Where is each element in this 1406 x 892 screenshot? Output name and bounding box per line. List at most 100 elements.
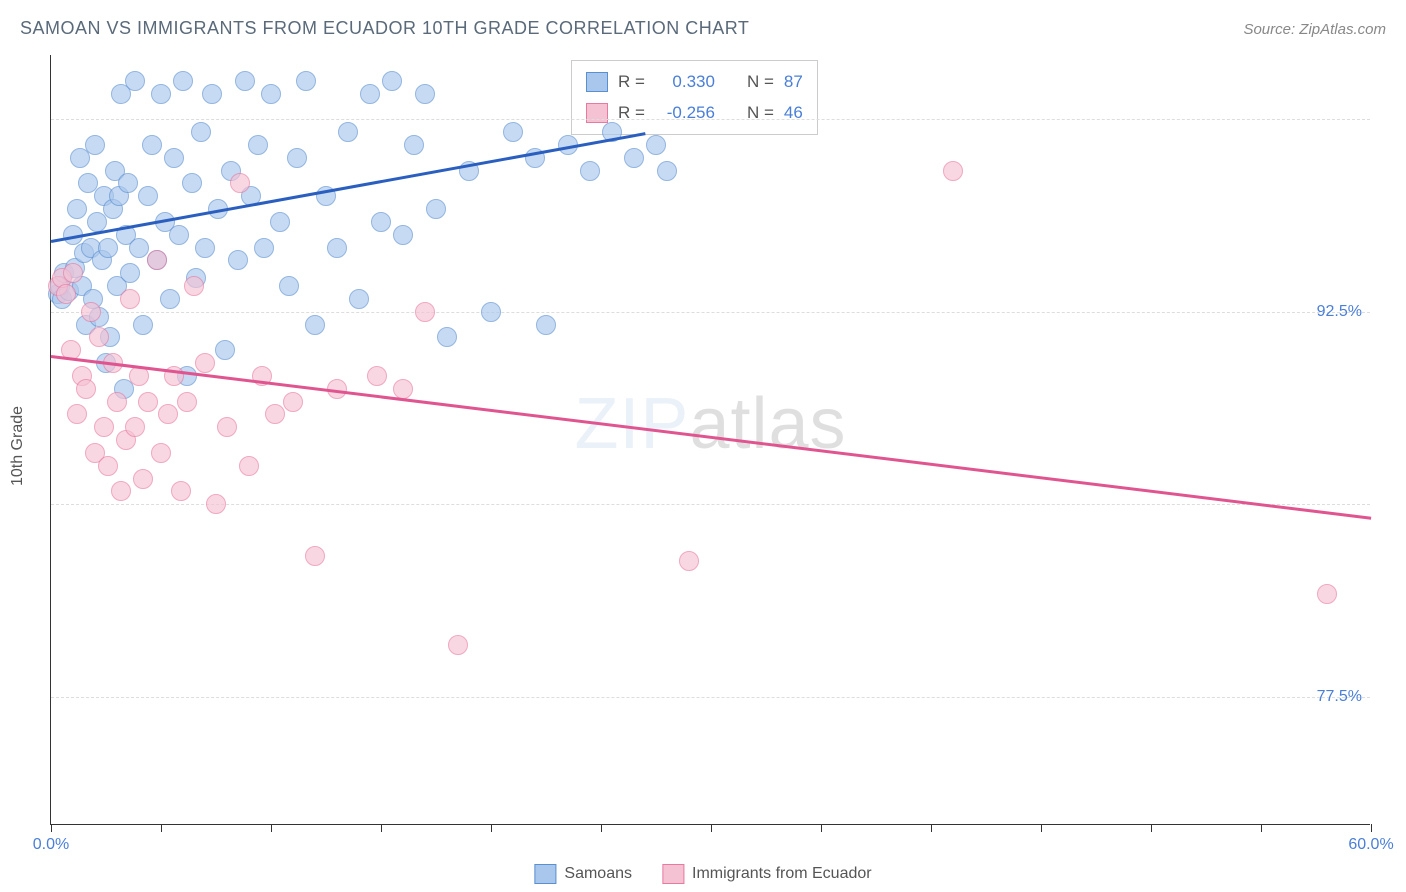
data-point (151, 84, 171, 104)
data-point (118, 173, 138, 193)
data-point (142, 135, 162, 155)
data-point (120, 263, 140, 283)
data-point (426, 199, 446, 219)
data-point (349, 289, 369, 309)
watermark-brand-left: ZIP (574, 384, 689, 464)
legend-n-label: N = (747, 98, 774, 129)
data-point (270, 212, 290, 232)
x-tick (51, 824, 52, 832)
source-attribution: Source: ZipAtlas.com (1243, 21, 1386, 38)
data-point (89, 327, 109, 347)
data-point (404, 135, 424, 155)
data-point (129, 238, 149, 258)
trend-line (51, 355, 1371, 519)
trend-line (51, 132, 645, 242)
legend-row: R =0.330N =87 (586, 67, 803, 98)
data-point (657, 161, 677, 181)
data-point (171, 481, 191, 501)
title-row: SAMOAN VS IMMIGRANTS FROM ECUADOR 10TH G… (20, 18, 1386, 39)
data-point (393, 379, 413, 399)
data-point (367, 366, 387, 386)
gridline-horizontal (51, 312, 1370, 313)
data-point (76, 379, 96, 399)
data-point (138, 392, 158, 412)
data-point (305, 315, 325, 335)
gridline-horizontal (51, 504, 1370, 505)
y-tick-label: 92.5% (1317, 303, 1362, 321)
legend-label: Immigrants from Ecuador (692, 865, 872, 883)
legend-item: Immigrants from Ecuador (662, 864, 872, 884)
data-point (360, 84, 380, 104)
chart-title: SAMOAN VS IMMIGRANTS FROM ECUADOR 10TH G… (20, 18, 749, 39)
data-point (125, 71, 145, 91)
data-point (296, 71, 316, 91)
data-point (63, 263, 83, 283)
chart-container: SAMOAN VS IMMIGRANTS FROM ECUADOR 10TH G… (0, 0, 1406, 892)
data-point (67, 199, 87, 219)
data-point (138, 186, 158, 206)
data-point (228, 250, 248, 270)
data-point (94, 417, 114, 437)
legend-item: Samoans (534, 864, 632, 884)
data-point (305, 546, 325, 566)
data-point (283, 392, 303, 412)
data-point (125, 417, 145, 437)
x-tick (491, 824, 492, 832)
data-point (646, 135, 666, 155)
data-point (415, 84, 435, 104)
data-point (56, 284, 76, 304)
data-point (248, 135, 268, 155)
data-point (164, 148, 184, 168)
data-point (536, 315, 556, 335)
x-tick (931, 824, 932, 832)
legend-n-value: 46 (784, 98, 803, 129)
x-tick (1261, 824, 1262, 832)
data-point (393, 225, 413, 245)
data-point (217, 417, 237, 437)
series-legend: Samoans Immigrants from Ecuador (534, 864, 871, 884)
legend-r-label: R = (618, 67, 645, 98)
data-point (230, 173, 250, 193)
data-point (160, 289, 180, 309)
data-point (182, 173, 202, 193)
data-point (81, 302, 101, 322)
data-point (107, 392, 127, 412)
data-point (173, 71, 193, 91)
data-point (147, 250, 167, 270)
data-point (415, 302, 435, 322)
data-point (679, 551, 699, 571)
x-tick (711, 824, 712, 832)
x-tick-label: 0.0% (33, 836, 69, 854)
data-point (133, 315, 153, 335)
data-point (503, 122, 523, 142)
data-point (239, 456, 259, 476)
plot-area: ZIPatlas R =0.330N =87R =-0.256N =46 77.… (50, 55, 1370, 825)
data-point (215, 340, 235, 360)
x-tick (1041, 824, 1042, 832)
data-point (195, 353, 215, 373)
data-point (151, 443, 171, 463)
data-point (371, 212, 391, 232)
data-point (279, 276, 299, 296)
y-axis-label: 10th Grade (9, 406, 27, 486)
x-tick (381, 824, 382, 832)
data-point (382, 71, 402, 91)
x-tick (161, 824, 162, 832)
data-point (943, 161, 963, 181)
data-point (177, 392, 197, 412)
data-point (235, 71, 255, 91)
data-point (580, 161, 600, 181)
gridline-horizontal (51, 697, 1370, 698)
data-point (265, 404, 285, 424)
legend-swatch (662, 864, 684, 884)
x-tick (821, 824, 822, 832)
y-tick-label: 77.5% (1317, 688, 1362, 706)
legend-label: Samoans (564, 865, 632, 883)
gridline-horizontal (51, 119, 1370, 120)
data-point (327, 238, 347, 258)
data-point (158, 404, 178, 424)
x-tick (1151, 824, 1152, 832)
data-point (184, 276, 204, 296)
data-point (98, 456, 118, 476)
data-point (67, 404, 87, 424)
